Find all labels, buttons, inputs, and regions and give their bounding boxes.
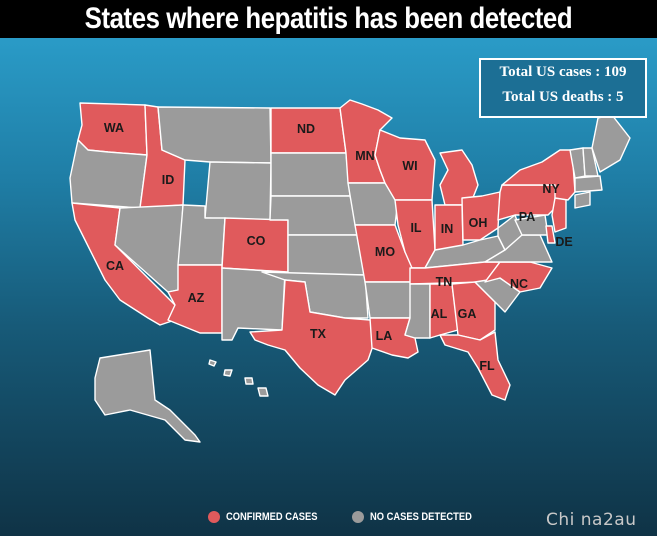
state-fl [439, 331, 511, 401]
map-title: States where hepatitis has been detected [84, 2, 573, 35]
state-ct [574, 191, 591, 209]
state-label-nd: ND [297, 122, 315, 136]
state-ar [364, 281, 413, 319]
none-dot-icon [351, 511, 364, 523]
state-mt [157, 106, 272, 164]
state-label-nc: NC [510, 277, 528, 291]
state-hi [208, 359, 269, 397]
stats-box: Total US cases : 109 Total US deaths : 5 [479, 58, 647, 118]
state-label-mn: MN [355, 149, 374, 163]
total-deaths: Total US deaths : 5 [502, 89, 624, 105]
state-label-fl: FL [479, 359, 495, 373]
state-label-in: IN [441, 222, 454, 236]
state-me [591, 114, 631, 173]
state-de [545, 225, 556, 244]
state-ks [287, 234, 366, 276]
state-label-tn: TN [436, 275, 453, 289]
state-wy [204, 161, 272, 221]
state-al [429, 283, 459, 339]
state-md [514, 214, 549, 236]
state-ak [94, 349, 201, 443]
state-tx [249, 279, 376, 396]
legend-none-label: NO CASES DETECTED [369, 511, 472, 523]
state-label-ny: NY [542, 182, 560, 196]
state-sd [270, 152, 351, 197]
watermark: Chi na2au [546, 510, 637, 530]
state-nm [221, 267, 286, 341]
state-label-la: LA [376, 329, 393, 343]
state-label-ca: CA [106, 259, 124, 273]
state-label-mo: MO [375, 245, 395, 259]
state-ma [574, 175, 603, 193]
state-label-wi: WI [402, 159, 417, 173]
state-label-ga: GA [458, 307, 477, 321]
legend: CONFIRMED CASES NO CASES DETECTED [208, 511, 489, 523]
confirmed-dot-icon [208, 511, 220, 523]
state-label-de: DE [555, 235, 572, 249]
state-label-wa: WA [104, 121, 124, 135]
state-nh [582, 147, 599, 177]
state-nj [551, 197, 567, 233]
state-label-pa: PA [519, 210, 535, 224]
state-label-il: IL [410, 221, 421, 235]
state-label-al: AL [431, 307, 448, 321]
state-label-az: AZ [188, 291, 205, 305]
state-label-oh: OH [469, 216, 488, 230]
total-cases: Total US cases : 109 [499, 64, 627, 80]
state-label-tx: TX [310, 327, 327, 341]
title-bar: States where hepatitis has been detected [0, 0, 657, 38]
state-label-co: CO [247, 234, 266, 248]
legend-confirmed-label: CONFIRMED CASES [226, 511, 318, 523]
state-label-id: ID [162, 173, 175, 187]
